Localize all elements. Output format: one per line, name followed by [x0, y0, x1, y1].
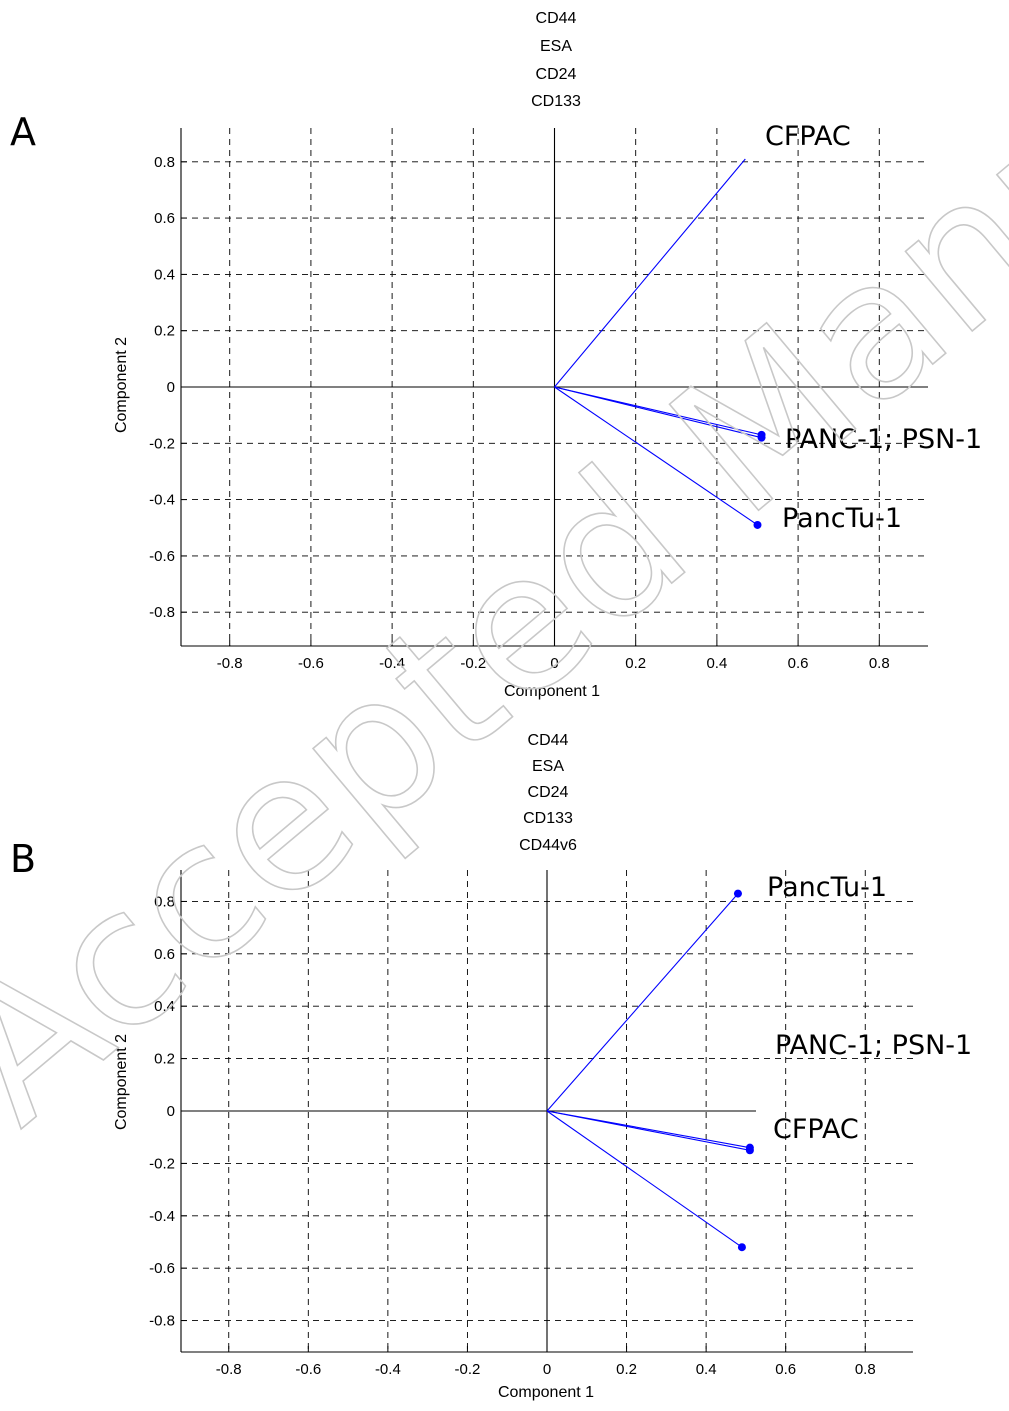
header-line: ESA — [532, 758, 564, 775]
header-line: CD24 — [528, 784, 569, 801]
header-lines-a: CD44 ESA CD24 CD133 — [531, 10, 581, 110]
y-tick-label: -0.4 — [149, 492, 175, 509]
x-tick-label: 0.4 — [696, 1361, 717, 1378]
y-axis-label: Component 2 — [113, 1034, 130, 1130]
y-tick-label: 0 — [167, 1103, 175, 1120]
panel-label-b: B — [10, 837, 36, 881]
x-tick-label: -0.4 — [375, 1361, 401, 1378]
y-tick-label: -0.2 — [149, 435, 175, 452]
x-tick-label: 0.2 — [625, 655, 646, 672]
loading-point — [737, 1243, 746, 1252]
y-tick-label: -0.4 — [149, 1208, 175, 1225]
y-tick-label: 0.6 — [154, 946, 175, 963]
x-axis-label: Component 1 — [498, 1384, 594, 1401]
watermark: Accepted Manuscript — [0, 0, 1009, 1165]
y-tick-label: 0.2 — [154, 323, 175, 340]
y-tick-label: 0.4 — [154, 266, 175, 283]
chart-panel-a: A CD44 ESA CD24 CD133 -0.8-0.8-0.6-0.6-0… — [10, 10, 982, 700]
callout-label: CFPAC — [773, 1114, 859, 1145]
loading-vector — [546, 1110, 743, 1248]
loading-point — [753, 520, 762, 529]
callout-label: CFPAC — [765, 121, 851, 152]
header-line: CD133 — [523, 810, 573, 827]
loading-vector — [554, 386, 762, 439]
loading-vector — [546, 1110, 750, 1151]
header-line: CD133 — [531, 93, 581, 110]
y-tick-label: 0.8 — [154, 893, 175, 910]
header-line: CD44 — [536, 10, 577, 27]
y-tick-label: -0.8 — [149, 1313, 175, 1330]
x-tick-label: 0.8 — [855, 1361, 876, 1378]
x-tick-label: 0.2 — [616, 1361, 637, 1378]
loading-point — [757, 433, 766, 442]
x-tick-label: 0.6 — [775, 1361, 796, 1378]
callout-label: PancTu-1 — [782, 503, 902, 534]
x-tick-label: -0.6 — [295, 1361, 321, 1378]
y-tick-label: -0.2 — [149, 1155, 175, 1172]
y-tick-label: 0.8 — [154, 154, 175, 171]
x-tick-label: 0.6 — [788, 655, 809, 672]
loading-point — [745, 1146, 754, 1155]
y-tick-label: 0.6 — [154, 210, 175, 227]
y-tick-label: -0.6 — [149, 1260, 175, 1277]
y-tick-label: -0.8 — [149, 604, 175, 621]
x-tick-label: -0.6 — [298, 655, 324, 672]
x-tick-label: -0.2 — [455, 1361, 481, 1378]
header-line: CD24 — [536, 66, 577, 83]
loading-point — [733, 889, 742, 898]
header-lines-b: CD44 ESA CD24 CD133 CD44v6 — [519, 732, 577, 854]
plot-area-a: -0.8 -0.8 -0.6 -0.6 -0.4 -0.4 -0.2 -0.2 0 0 0.2 0.2… — [149, 128, 928, 672]
x-tick-label: 0.4 — [706, 655, 727, 672]
y-tick-label: 0.4 — [154, 998, 175, 1015]
plot-area-b: -0.8 -0.8 -0.6 -0.6 -0.4 -0.4 -0.2 -0.2 0 0 0.2 0.2… — [149, 870, 913, 1378]
header-line: CD44v6 — [519, 837, 577, 854]
y-axis-label: Component 2 — [113, 337, 130, 433]
x-tick-label: 0 — [543, 1361, 551, 1378]
callout-label: PANC-1; PSN-1 — [775, 1030, 972, 1061]
loading-vector — [546, 893, 739, 1112]
y-tick-label: 0.2 — [154, 1051, 175, 1068]
callout-label: PANC-1; PSN-1 — [785, 424, 982, 455]
x-tick-label: 0.8 — [869, 655, 890, 672]
x-tick-label: 0 — [550, 655, 558, 672]
x-axis-label: Component 1 — [504, 683, 600, 700]
loading-vector — [554, 386, 758, 526]
header-line: ESA — [540, 38, 572, 55]
chart-panel-b: B CD44 ESA CD24 CD133 CD44v6 -0.8-0.8-0.… — [10, 732, 972, 1401]
x-tick-label: -0.2 — [460, 655, 486, 672]
y-tick-label: 0 — [167, 379, 175, 396]
y-tick-label: -0.6 — [149, 548, 175, 565]
x-tick-label: -0.8 — [217, 655, 243, 672]
loading-vector — [554, 158, 746, 388]
panel-label-a: A — [10, 110, 36, 154]
callout-label: PancTu-1 — [767, 872, 887, 903]
x-tick-label: -0.8 — [216, 1361, 242, 1378]
x-tick-label: -0.4 — [379, 655, 405, 672]
header-line: CD44 — [528, 732, 569, 749]
